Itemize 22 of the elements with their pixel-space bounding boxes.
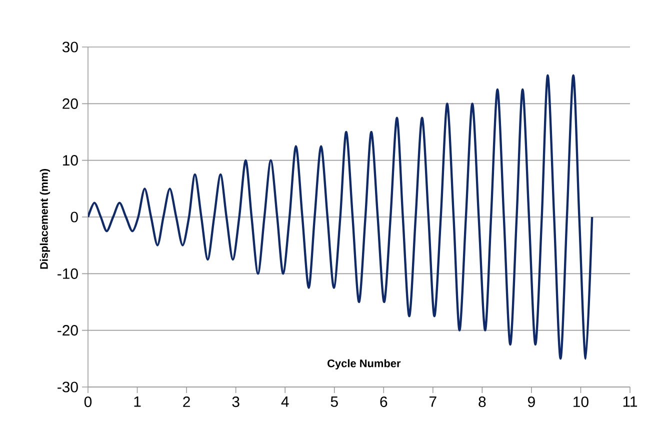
y-tick-label: 30 <box>62 42 78 52</box>
y-tick-label: 0 <box>70 212 78 222</box>
line-series <box>88 74 594 360</box>
x-tick-label: 1 <box>134 396 141 407</box>
x-tick-label: 5 <box>330 396 338 407</box>
y-tick-label: -30 <box>58 382 78 392</box>
y-tick-label: -10 <box>58 268 78 279</box>
x-axis-title: Cycle Number <box>328 359 401 370</box>
x-tick-label: 10 <box>574 396 588 408</box>
x-tick-label: 2 <box>183 396 190 407</box>
y-tick-label: -20 <box>58 325 78 336</box>
x-tick-label: 0 <box>84 396 92 408</box>
x-tick-label: 3 <box>232 396 240 408</box>
y-tick-label: 10 <box>63 155 78 166</box>
x-tick-label: 4 <box>281 396 289 407</box>
x-tick-label: 8 <box>478 396 486 408</box>
y-axis-title: Displacement (mm) <box>40 169 50 269</box>
x-tick-label: 6 <box>380 396 388 408</box>
x-tick-label: 7 <box>430 396 436 407</box>
y-tick-label: 20 <box>62 98 78 109</box>
x-tick-label: 11 <box>623 396 638 407</box>
x-tick-label: 9 <box>528 396 535 408</box>
